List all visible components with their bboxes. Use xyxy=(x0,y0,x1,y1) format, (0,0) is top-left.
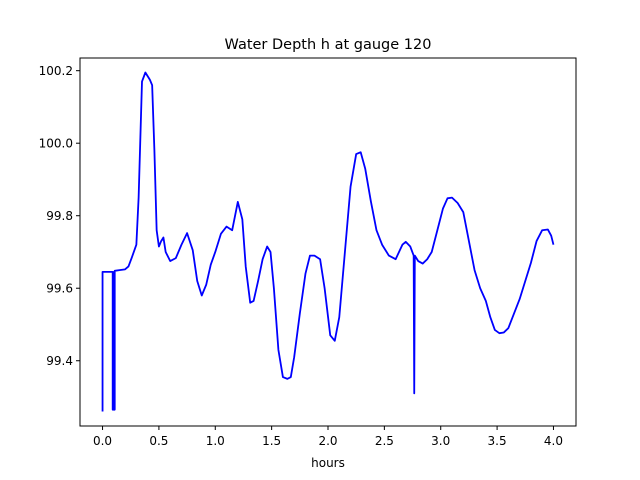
x-tick-label: 2.0 xyxy=(318,434,337,448)
y-tick-label: 99.8 xyxy=(46,209,73,223)
series-line-0 xyxy=(101,71,555,412)
y-tick-label: 99.6 xyxy=(46,282,73,296)
x-tick-label: 3.5 xyxy=(488,434,507,448)
y-tick-label: 99.4 xyxy=(46,354,73,368)
x-axis-label: hours xyxy=(311,456,345,470)
x-tick-label: 1.5 xyxy=(262,434,281,448)
y-tick-label: 100.0 xyxy=(39,137,73,151)
y-tick-label: 100.2 xyxy=(39,64,73,78)
x-tick-label: 4.0 xyxy=(544,434,563,448)
chart-title: Water Depth h at gauge 120 xyxy=(225,37,432,53)
plot-area: 0.0 0.5 1.0 1.5 2.0 2.5 3.0 3.5 4.0 99.4 99.6 99.8 1… xyxy=(39,57,577,448)
x-tick-label: 3.0 xyxy=(431,434,450,448)
x-tick-label: 0.0 xyxy=(93,434,112,448)
x-tick-label: 2.5 xyxy=(375,434,394,448)
x-tick-label: 1.0 xyxy=(206,434,225,448)
x-tick-label: 0.5 xyxy=(149,434,168,448)
